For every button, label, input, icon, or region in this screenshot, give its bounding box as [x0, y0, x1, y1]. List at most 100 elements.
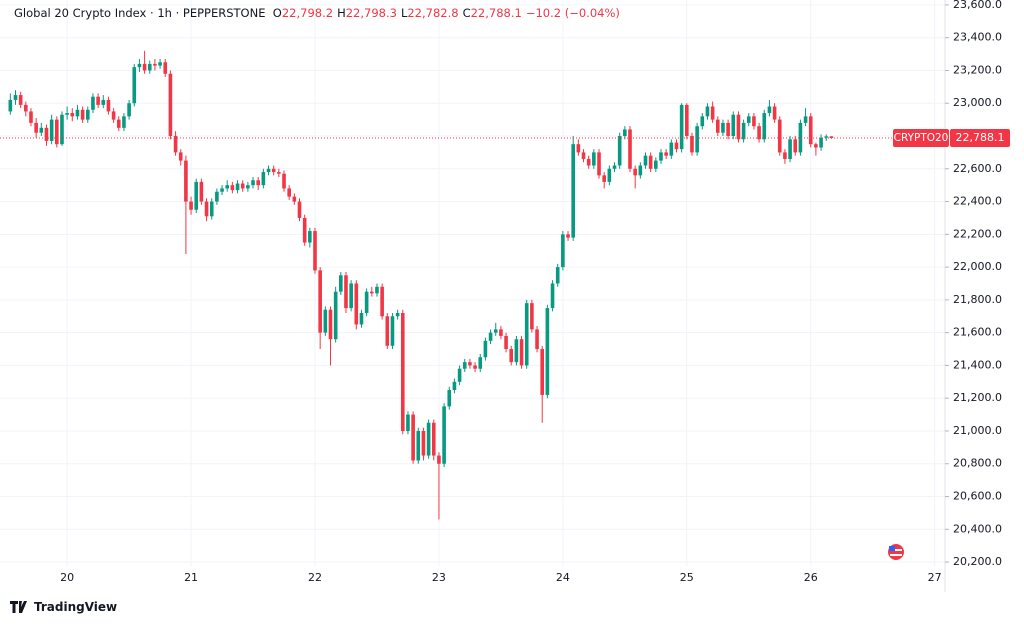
- candle-body: [664, 152, 668, 156]
- candle-body: [550, 283, 555, 309]
- candle-body: [189, 201, 193, 210]
- plot: [8, 50, 834, 520]
- candle-body: [240, 183, 245, 189]
- x-tick-label: 23: [432, 571, 446, 584]
- candle-body: [602, 175, 606, 182]
- y-tick-label: 23,000.0: [953, 96, 1002, 109]
- candle-body: [209, 201, 214, 217]
- y-tick-label: 21,600.0: [953, 326, 1002, 339]
- candle-body: [204, 201, 209, 217]
- candle-body: [483, 340, 488, 358]
- candle-body: [380, 286, 384, 317]
- candle-body: [726, 122, 730, 137]
- candle-body: [142, 63, 147, 71]
- candle-body: [308, 231, 312, 243]
- candle-body: [116, 119, 121, 128]
- y-tick-label: 20,400.0: [953, 522, 1002, 535]
- candle-body: [447, 390, 452, 407]
- candle-body: [752, 116, 756, 127]
- y-tick-label: 20,800.0: [953, 457, 1002, 470]
- candle-body: [798, 122, 803, 153]
- candle-body: [669, 142, 674, 156]
- candle-body: [39, 127, 44, 133]
- x-tick-label: 25: [680, 571, 694, 584]
- y-tick-label: 22,400.0: [953, 195, 1002, 208]
- candle-body: [328, 309, 333, 340]
- candle-body: [400, 312, 405, 431]
- grid: [0, 0, 945, 566]
- y-tick-label: 20,200.0: [953, 555, 1002, 568]
- candle-body: [783, 152, 787, 159]
- candle-body: [442, 406, 446, 464]
- field-key: L: [400, 6, 408, 20]
- y-tick-label: 23,200.0: [953, 63, 1002, 76]
- candle-body: [153, 63, 157, 66]
- flag-icon: [886, 542, 906, 562]
- field-value: 22,788.1: [470, 6, 522, 20]
- candle-body: [60, 114, 64, 145]
- candle-body: [395, 312, 400, 317]
- candle-body: [437, 455, 441, 464]
- candle-body: [741, 122, 746, 140]
- candle-body: [555, 267, 560, 284]
- candle-body: [44, 127, 49, 141]
- candle-body: [349, 283, 353, 309]
- candle-body: [612, 165, 617, 169]
- y-tick-label: 21,000.0: [953, 424, 1002, 437]
- candle-body: [106, 99, 111, 112]
- y-tick-label: 22,200.0: [953, 227, 1002, 240]
- y-tick-label: 22,600.0: [953, 162, 1002, 175]
- y-tick-label: 21,400.0: [953, 358, 1002, 371]
- x-tick-label: 20: [60, 571, 74, 584]
- candle-body: [271, 168, 276, 173]
- candle-body: [736, 114, 741, 140]
- candle-body: [163, 62, 168, 74]
- candle-body: [731, 114, 736, 137]
- price-tag-bg: [950, 128, 1010, 147]
- candle-body: [359, 312, 364, 325]
- candle-body: [297, 201, 302, 218]
- candle-body: [194, 181, 199, 210]
- candle-body: [757, 126, 761, 140]
- candle-body: [302, 217, 307, 243]
- candle-body: [777, 119, 782, 153]
- field-key: O: [272, 6, 282, 20]
- y-tick-label: 23,600.0: [953, 0, 1002, 11]
- y-tick-label: 23,400.0: [953, 31, 1002, 44]
- candle-body: [715, 119, 720, 133]
- candle-body: [762, 113, 767, 140]
- candle-body: [225, 185, 230, 189]
- candle-body: [638, 165, 643, 176]
- candle-body: [277, 172, 281, 174]
- candle-body: [829, 136, 834, 138]
- candle-body: [462, 362, 467, 369]
- legend-header: Global 20 Crypto Index · 1h · PEPPERSTON…: [14, 6, 624, 20]
- candle-body: [101, 99, 106, 105]
- candle-body: [561, 234, 565, 268]
- x-tick-label: 21: [184, 571, 198, 584]
- candle-body: [514, 339, 519, 363]
- candle-body: [49, 119, 54, 141]
- candle-body: [251, 180, 255, 186]
- candle-body: [385, 316, 390, 346]
- candle-body: [411, 414, 415, 461]
- field-key: H: [337, 6, 346, 20]
- candle-body: [519, 339, 524, 366]
- candle-body: [8, 99, 13, 112]
- candle-body: [457, 368, 462, 382]
- candle-body: [710, 106, 715, 120]
- candle-body: [70, 113, 75, 117]
- candle-body: [690, 136, 694, 153]
- footer: TradingView: [10, 600, 117, 614]
- candle-body: [540, 349, 545, 395]
- candle-body: [235, 183, 240, 191]
- candle-body: [34, 122, 38, 133]
- candle-body: [158, 62, 162, 66]
- candle-body: [628, 129, 632, 169]
- candle-body: [586, 158, 591, 166]
- candle-body: [648, 155, 653, 169]
- candle-body: [684, 104, 689, 137]
- candle-body: [607, 168, 612, 182]
- candle-body: [617, 136, 622, 166]
